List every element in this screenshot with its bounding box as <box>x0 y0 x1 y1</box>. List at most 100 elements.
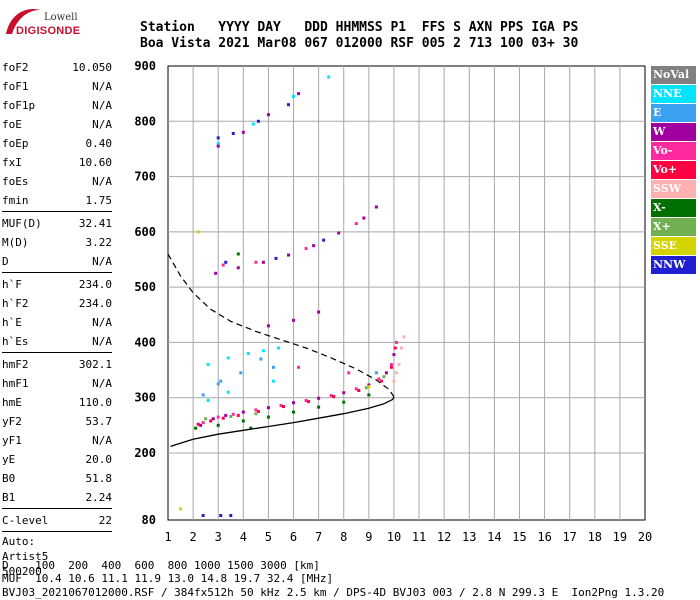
legend-item-noval: NoVal <box>651 66 696 84</box>
legend-item-nne: NNE <box>651 85 696 103</box>
param-row: yE 20.0 <box>2 450 112 469</box>
data-point-vo- <box>304 246 308 250</box>
param-value: 1.75 <box>85 194 113 207</box>
param-value: 32.41 <box>78 217 112 230</box>
param-value: N/A <box>92 316 112 329</box>
param-row: MUF(D) 32.41 <box>2 214 112 233</box>
data-point-w <box>392 353 396 357</box>
param-value: 20.0 <box>85 453 113 466</box>
legend-item-w: W <box>651 123 696 141</box>
data-point-x- <box>266 415 270 419</box>
data-point-x- <box>254 412 258 416</box>
electron-density-profile <box>170 396 395 448</box>
data-point-nnw <box>224 260 228 264</box>
x-tick-label: 1 <box>164 530 171 544</box>
x-tick-label: 2 <box>189 530 196 544</box>
data-point-vo- <box>196 422 200 426</box>
legend-item-vo-: Vo- <box>651 142 696 160</box>
data-point-vo- <box>256 410 260 414</box>
param-label: foE <box>2 118 22 131</box>
logo-lowell-text: Lowell <box>44 12 78 23</box>
data-point-x- <box>204 417 208 421</box>
x-tick-label: 12 <box>437 530 451 544</box>
header-values: Boa Vista 2021 Mar08 067 012000 RSF 005 … <box>140 36 579 51</box>
auto-line: Auto: <box>2 535 36 548</box>
data-point-w <box>317 396 321 400</box>
data-point-x- <box>342 400 346 404</box>
x-tick-label: 3 <box>215 530 222 544</box>
data-point-w <box>337 231 341 235</box>
param-label: h`F <box>2 278 22 291</box>
data-point-nnw <box>201 514 205 518</box>
data-point-nne <box>226 356 230 360</box>
data-point-x- <box>229 415 233 419</box>
y-tick-label: 200 <box>134 446 156 460</box>
param-value: 10.60 <box>78 156 112 169</box>
legend: NoVal NNE E W Vo- Vo+ SSW X- X+ SSE NNW <box>651 66 696 275</box>
x-tick-label: 10 <box>387 530 401 544</box>
data-point-vo- <box>389 365 393 369</box>
data-point-nnw <box>229 514 233 518</box>
param-value: N/A <box>92 434 112 447</box>
data-point-nne <box>327 75 331 79</box>
x-tick-label: 15 <box>512 530 526 544</box>
param-row: foE N/A <box>2 115 112 134</box>
data-point-vo- <box>254 408 258 412</box>
param-row: fmin 1.75 <box>2 191 112 210</box>
y-tick-label: 900 <box>134 59 156 73</box>
data-point-w <box>266 324 270 328</box>
param-row: h`F 234.0 <box>2 275 112 294</box>
footer-muf-row: MUF 10.4 10.6 11.1 11.9 13.0 14.8 19.7 3… <box>2 572 334 585</box>
param-value: 3.22 <box>85 236 113 249</box>
data-point-vo- <box>307 400 311 404</box>
param-row: foEs N/A <box>2 172 112 191</box>
data-point-w <box>292 401 296 405</box>
param-row: B1 2.24 <box>2 488 112 507</box>
logo-swoosh-icon <box>6 9 40 34</box>
legend-item-e: E <box>651 104 696 122</box>
data-point-e <box>239 371 243 375</box>
y-tick-label: 600 <box>134 225 156 239</box>
param-row: h`Es N/A <box>2 332 112 351</box>
x-tick-label: 19 <box>613 530 627 544</box>
param-row: hmF2 302.1 <box>2 355 112 374</box>
data-point-nne <box>271 379 275 383</box>
data-point-nne <box>261 349 265 353</box>
auto-scaling-info: Auto: Artist5 500200 <box>2 534 112 579</box>
param-value: 51.8 <box>85 472 113 485</box>
data-point-w <box>374 205 378 209</box>
data-point-w <box>241 410 245 414</box>
param-value: 0.40 <box>85 137 113 150</box>
param-value: 234.0 <box>78 297 112 310</box>
data-point-w <box>342 391 346 395</box>
data-point-vo- <box>236 413 240 417</box>
x-tick-label: 14 <box>487 530 501 544</box>
param-label: yF2 <box>2 415 22 428</box>
data-point-vo- <box>281 405 285 409</box>
y-tick-label: 400 <box>134 335 156 349</box>
param-row: foF1 N/A <box>2 77 112 96</box>
data-point-w <box>287 253 291 257</box>
data-point-e <box>374 371 378 375</box>
param-value: 53.7 <box>85 415 113 428</box>
data-point-w <box>362 216 366 220</box>
data-point-w <box>317 310 321 314</box>
data-point-vo- <box>297 365 301 369</box>
x-tick-label: 11 <box>412 530 426 544</box>
data-point-w <box>384 371 388 375</box>
data-point-w <box>199 423 203 427</box>
data-point-w <box>214 271 218 275</box>
param-label: D <box>2 255 9 268</box>
param-row: fxI 10.60 <box>2 153 112 172</box>
param-label: hmE <box>2 396 22 409</box>
data-point-x- <box>241 419 245 423</box>
param-label: B0 <box>2 472 16 485</box>
x-tick-label: 5 <box>265 530 272 544</box>
data-point-vo- <box>394 340 398 344</box>
param-row: D N/A <box>2 252 112 271</box>
data-point-e <box>271 365 275 369</box>
param-label: hmF2 <box>2 358 29 371</box>
data-point-sse <box>196 230 200 234</box>
param-label: fmin <box>2 194 29 207</box>
legend-item-x-: X+ <box>651 218 696 236</box>
